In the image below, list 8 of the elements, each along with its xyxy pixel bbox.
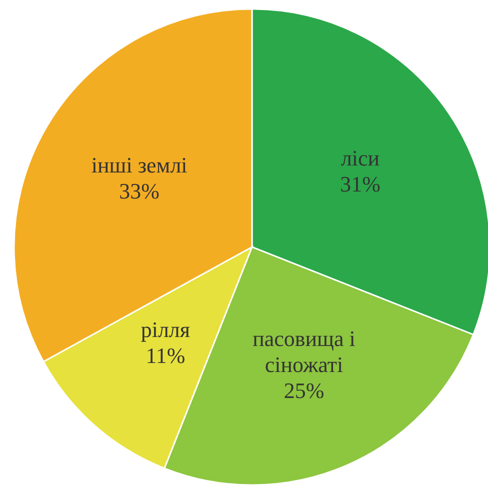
- slice-label: інші землі: [91, 152, 188, 178]
- data-label: 11%: [146, 343, 186, 368]
- slice-label: рілля: [140, 317, 190, 342]
- slice-label: ліси: [340, 145, 380, 170]
- data-label: 31%: [340, 171, 380, 196]
- slice-label: пасовища і сіножаті: [252, 326, 356, 378]
- data-label: 25%: [284, 378, 324, 404]
- data-label: 33%: [119, 178, 160, 204]
